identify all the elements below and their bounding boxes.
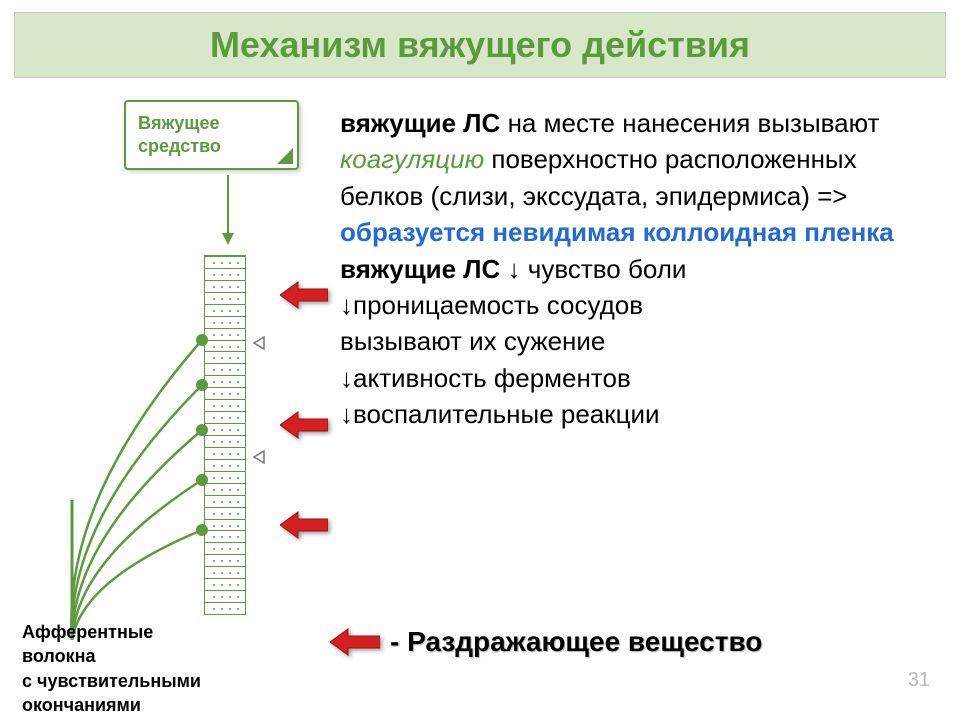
p1-c: коагуляцию [340, 144, 484, 174]
paragraph-6: ↓воспалительные реакции [340, 396, 940, 432]
astringent-label-box: Вяжущее средство [124, 100, 299, 170]
down-arrow-icon [218, 175, 238, 245]
p1-a: вяжущие ЛС [340, 108, 500, 138]
caption-line2: волокна [22, 644, 201, 668]
label-line1: Вяжущее [138, 112, 285, 135]
caption-line1: Афферентные [22, 620, 201, 644]
p2-b: ↓ чувство боли [500, 254, 686, 284]
afferent-caption: Афферентные волокна с чувствительными ок… [22, 620, 201, 717]
nerve-fibers [32, 320, 212, 640]
caption-line4: окончаниями [22, 693, 201, 717]
p2-a: вяжущие ЛС [340, 254, 500, 284]
irritant-arrow-icon [330, 627, 380, 657]
page-number: 31 [908, 669, 930, 692]
paragraph-1: вяжущие ЛС на месте нанесения вызывают к… [340, 105, 940, 251]
red-arrow-icon [280, 510, 328, 540]
paragraph-4: вызывают их сужение [340, 323, 940, 359]
paragraph-3: ↓проницаемость сосудов [340, 287, 940, 323]
diagram-area: Вяжущее средство Афферентные волокна [22, 100, 330, 690]
irritant-legend: - Раздражающее вещество [330, 626, 762, 658]
red-arrow-icon [280, 410, 328, 440]
caption-line3: с чувствительными [22, 669, 201, 693]
p1-b: на месте нанесения вызывают [500, 108, 879, 138]
p1-e: образуется невидимая коллоидная пленка [340, 217, 894, 247]
small-triangle-icon [252, 450, 266, 464]
irritant-text: - Раздражающее вещество [390, 626, 762, 658]
paragraph-5: ↓активность ферментов [340, 360, 940, 396]
label-line2: средство [138, 135, 285, 158]
title-text: Механизм вяжущего действия [210, 24, 750, 66]
body-text: вяжущие ЛС на месте нанесения вызывают к… [340, 105, 940, 433]
small-triangle-icon [252, 336, 266, 350]
paragraph-2: вяжущие ЛС ↓ чувство боли [340, 251, 940, 287]
title-bar: Механизм вяжущего действия [14, 12, 946, 78]
red-arrow-icon [280, 280, 328, 310]
